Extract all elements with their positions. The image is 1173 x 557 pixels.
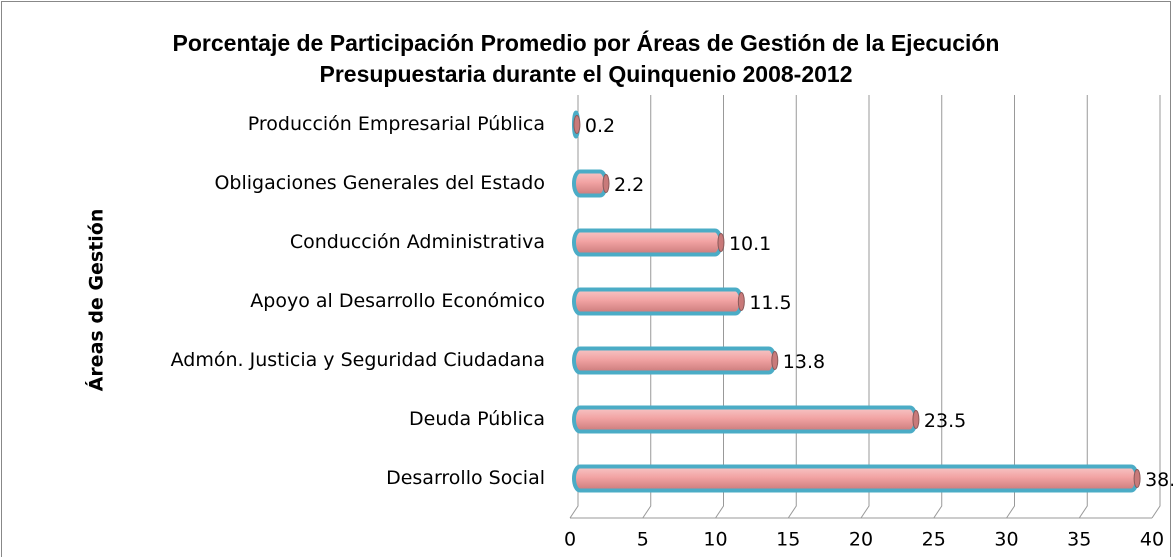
grid-line [933, 95, 943, 519]
grid-line [715, 95, 724, 519]
y-tick-label: Conducción Administrativa [290, 231, 545, 253]
grid-line [1151, 95, 1161, 519]
bar-cap [737, 292, 745, 311]
x-tick-label: 25 [922, 529, 946, 551]
data-label: 13.8 [783, 351, 825, 373]
bar [572, 228, 723, 257]
x-tick-label: 40 [1140, 529, 1164, 551]
data-label: 10.1 [729, 233, 771, 255]
bar [572, 405, 918, 434]
x-tick-label: 35 [1067, 529, 1091, 551]
y-tick-label: Producción Empresarial Pública [248, 113, 545, 135]
y-tick-label: Desarrollo Social [386, 467, 545, 489]
chart-title: Porcentaje de Participación Promedio por… [173, 29, 1000, 56]
grid-line [1078, 95, 1088, 519]
x-tick-label: 15 [776, 529, 800, 551]
grid-line [787, 95, 797, 519]
x-tick-label: 20 [849, 529, 873, 551]
data-label: 23.5 [924, 410, 966, 432]
y-tick-label: Obligaciones Generales del Estado [214, 172, 545, 194]
x-tick-label: 10 [703, 529, 727, 551]
data-label: 0.2 [585, 115, 615, 137]
data-label: 11.5 [749, 292, 791, 314]
y-tick-label: Admón. Justicia y Seguridad Ciudadana [171, 349, 545, 371]
x-tick-label: 5 [637, 529, 649, 551]
data-label: 38.7 [1145, 469, 1173, 491]
bar-cap [573, 115, 581, 134]
y-tick-label: Apoyo al Desarrollo Económico [250, 290, 545, 312]
bar-cap [1133, 469, 1141, 488]
chart-title: Presupuestaria durante el Quinquenio 200… [319, 61, 852, 87]
bar-cap [912, 410, 920, 429]
bar [572, 169, 609, 198]
grid-line [860, 95, 870, 519]
grid-line [1006, 95, 1015, 519]
data-label: 2.2 [614, 174, 644, 196]
bar-cap [602, 174, 610, 193]
bar-cap [717, 233, 725, 252]
bar [572, 346, 777, 375]
x-tick-label: 30 [994, 529, 1018, 551]
x-tick-label: 0 [564, 529, 576, 551]
bar [572, 464, 1140, 493]
bar-cap [771, 351, 779, 370]
bar [572, 287, 744, 316]
y-tick-label: Deuda Pública [409, 408, 545, 430]
y-axis-label: Áreas de Gestión [85, 209, 108, 392]
